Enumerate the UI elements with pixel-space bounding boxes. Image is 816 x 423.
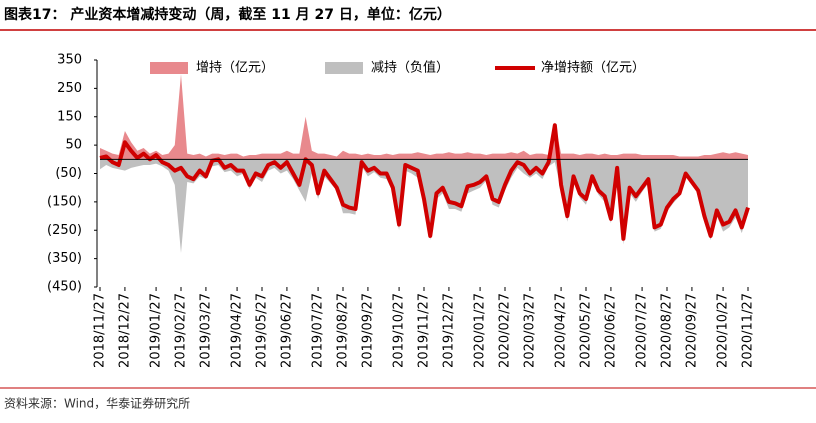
line	[99, 123, 750, 241]
y-tick-label: (50)	[55, 166, 82, 181]
x-tick-label: 2019/09/27	[360, 293, 375, 368]
x-tick-label: 2019/12/27	[441, 293, 456, 368]
x-tick-label: 2019/02/27	[174, 293, 189, 368]
x-tick-label: 2020/02/27	[498, 293, 513, 368]
x-tick-label: 2018/11/27	[93, 293, 108, 368]
x-tick-label: 2018/12/27	[117, 293, 132, 368]
y-tick-label: (250)	[47, 223, 82, 238]
y-tick-label: (150)	[47, 194, 82, 209]
x-tick-label: 2020/01/27	[473, 293, 488, 368]
x-tick-label: 2020/09/27	[684, 293, 699, 368]
x-tick-label: 2020/06/27	[603, 293, 618, 368]
area	[100, 159, 748, 253]
source-note: 资料来源：Wind，华泰证券研究所	[4, 396, 190, 411]
x-tick-label: 2020/08/27	[660, 293, 675, 368]
x-tick-label: 2019/06/27	[279, 293, 294, 368]
x-tick-label: 2019/03/27	[198, 293, 213, 368]
y-tick-label: 50	[65, 138, 82, 153]
y-tick-label: (350)	[47, 251, 82, 266]
x-tick-label: 2019/04/27	[230, 293, 245, 368]
legend-label: 净增持额（亿元）	[541, 61, 645, 76]
x-tick-label: 2019/08/27	[336, 293, 351, 368]
y-tick-label: 150	[57, 109, 82, 124]
chart-title: 图表17： 产业资本增减持变动（周，截至 11 月 27 日，单位：亿元）	[4, 6, 451, 23]
x-tick-label: 2020/04/27	[554, 293, 569, 368]
x-tick-label: 2019/07/27	[311, 293, 326, 368]
area	[100, 74, 748, 160]
x-tick-label: 2019/10/27	[392, 293, 407, 368]
y-tick-label: 350	[57, 53, 82, 68]
x-tick-label: 2020/07/27	[635, 293, 650, 368]
x-tick-label: 2020/05/27	[579, 293, 594, 368]
y-tick-label: (450)	[47, 280, 82, 295]
x-tick-label: 2020/11/27	[741, 293, 756, 368]
x-tick-label: 2020/10/27	[716, 293, 731, 368]
legend-swatch	[150, 62, 188, 74]
legend-label: 减持（负值）	[371, 60, 449, 76]
x-tick-label: 2019/01/27	[149, 293, 164, 368]
x-tick-label: 2019/05/27	[255, 293, 270, 368]
x-tick-label: 2020/03/27	[522, 293, 537, 368]
y-tick-label: 250	[57, 81, 82, 96]
x-tick-label: 2019/11/27	[417, 293, 432, 368]
legend-swatch	[325, 62, 363, 74]
legend-label: 增持（亿元）	[196, 61, 274, 76]
